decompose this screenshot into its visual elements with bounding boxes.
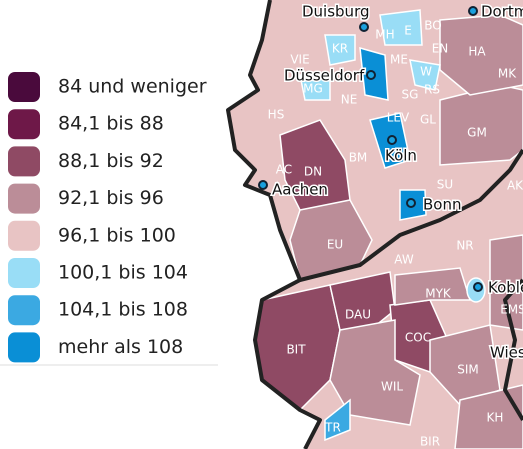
district-label: RS — [424, 83, 440, 97]
district-labels: DN HS AC EU BM SU NR AW MYK DAU COC BIT … — [268, 19, 523, 449]
district-label: MYK — [425, 287, 452, 301]
city-label: Köln — [385, 147, 417, 165]
legend-label: 84 und weniger — [58, 76, 207, 98]
legend-swatch — [8, 295, 40, 326]
district-label: NE — [341, 93, 358, 107]
legend-swatch — [8, 146, 40, 177]
legend-label: 88,1 bis 92 — [58, 150, 164, 172]
district-label: AK — [507, 179, 523, 193]
district-label: BIT — [286, 343, 306, 357]
district-label: E — [404, 24, 412, 38]
district-label: W — [420, 65, 432, 79]
legend-label: 100,1 bis 104 — [58, 262, 188, 284]
city-label: Wiesbaden — [490, 344, 523, 362]
legend: 84 und weniger 84,1 bis 88 88,1 bis 92 92,1… — [0, 60, 218, 366]
district-label: SU — [437, 178, 453, 192]
legend-label: 84,1 bis 88 — [58, 113, 164, 135]
city-label: Düsseldorf — [284, 67, 365, 85]
district-label: LEV — [387, 111, 410, 125]
district-label: VIE — [290, 53, 309, 67]
city-label: Koblenz — [488, 279, 523, 297]
legend-swatch — [8, 183, 40, 214]
legend-label: mehr als 108 — [58, 336, 183, 358]
city-label: Duisburg — [302, 3, 370, 21]
district-label: EU — [327, 238, 343, 252]
district-label: BM — [349, 151, 368, 165]
city-label: Aachen — [272, 181, 328, 199]
borders — [226, 0, 523, 449]
city-label: Bonn — [423, 196, 461, 214]
legend-swatch — [8, 109, 40, 140]
legend-label: 92,1 bis 96 — [58, 187, 164, 209]
district-label: DN — [304, 165, 322, 179]
district-label: DAU — [345, 308, 371, 322]
district-label: BIR — [420, 435, 440, 449]
district-label: ME — [390, 53, 408, 67]
district-label: HA — [468, 45, 486, 59]
district-label: GL — [420, 113, 436, 127]
legend-swatch — [8, 332, 40, 363]
cities: Duisburg Dortmund Düsseldorf Köln Aachen… — [258, 1, 523, 363]
district-label: EMS — [500, 303, 523, 317]
district-label: TR — [324, 421, 341, 435]
legend-swatch — [8, 220, 40, 251]
legend-label: 104,1 bis 108 — [58, 299, 188, 321]
district-label: EN — [432, 42, 449, 56]
district-label: KR — [332, 42, 348, 56]
district-label: MG — [303, 82, 323, 96]
district-label: MK — [498, 67, 517, 81]
district-label: GM — [467, 126, 487, 140]
district-label: HS — [268, 108, 285, 122]
district-label: WIL — [381, 380, 403, 394]
district-label: AW — [394, 253, 414, 267]
district-label: MH — [375, 28, 394, 42]
district-label: SIM — [457, 363, 479, 377]
district-label: KH — [487, 411, 504, 425]
district-label: NR — [456, 239, 473, 253]
district-label: SG — [402, 88, 419, 102]
legend-swatch — [8, 72, 40, 102]
district-label: BO — [424, 19, 441, 33]
legend-label: 96,1 bis 100 — [58, 224, 176, 246]
district-label: AC — [276, 163, 292, 177]
city-label: Dortmund — [481, 3, 523, 21]
legend-swatch — [8, 258, 40, 288]
district-label: COC — [405, 331, 431, 345]
